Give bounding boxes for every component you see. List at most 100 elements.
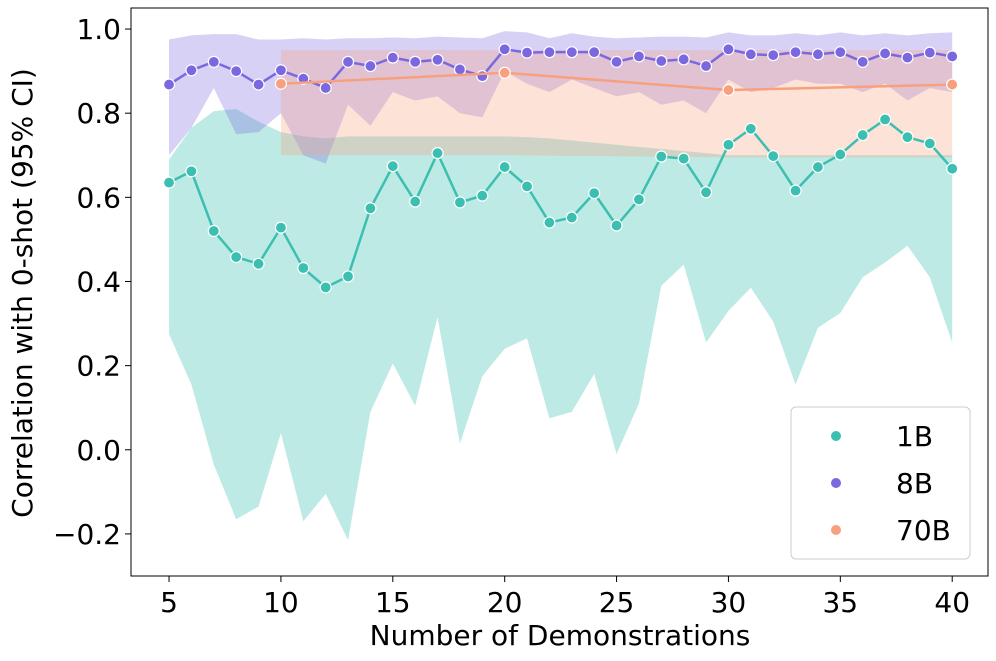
data-point-8b xyxy=(677,53,690,66)
data-point-1b xyxy=(274,221,288,234)
y-tick-label: 0.8 xyxy=(76,97,121,130)
data-point-8b xyxy=(632,50,646,63)
data-point-1b xyxy=(744,122,757,135)
x-tick-label: 15 xyxy=(375,586,411,619)
data-point-8b xyxy=(744,48,757,61)
legend-label-8b: 8B xyxy=(896,467,933,500)
data-point-8b xyxy=(946,50,959,63)
data-point-1b xyxy=(677,152,690,165)
data-point-1b xyxy=(767,150,780,163)
data-point-8b xyxy=(811,48,825,61)
data-point-70b xyxy=(946,78,959,91)
data-point-8b xyxy=(565,46,578,59)
data-point-8b xyxy=(252,78,265,91)
data-point-1b xyxy=(453,196,467,209)
data-point-8b xyxy=(856,55,869,68)
data-point-1b xyxy=(364,202,377,215)
y-tick-label: 0.4 xyxy=(76,265,121,298)
legend-label-70b: 70B xyxy=(896,514,951,547)
data-point-8b xyxy=(341,55,355,68)
data-point-1b xyxy=(162,176,176,189)
legend-label-1b: 1B xyxy=(896,420,933,453)
data-point-8b xyxy=(789,46,802,59)
legend-marker-8b xyxy=(831,478,841,488)
data-point-1b xyxy=(297,261,310,275)
data-point-1b xyxy=(185,165,198,178)
plot-frame xyxy=(130,7,989,577)
data-point-8b xyxy=(453,63,467,76)
data-point-1b xyxy=(588,187,601,200)
data-point-70b xyxy=(274,77,288,90)
x-tick-label: 30 xyxy=(711,586,747,619)
legend-marker-70b xyxy=(831,525,841,535)
data-point-8b xyxy=(520,46,534,59)
y-tick-label: 0.6 xyxy=(76,181,121,214)
data-point-8b xyxy=(207,55,220,68)
data-point-8b xyxy=(878,47,892,60)
data-point-8b xyxy=(162,78,176,91)
data-point-8b xyxy=(498,43,511,56)
x-tick-label: 20 xyxy=(487,586,523,619)
data-point-8b xyxy=(834,46,847,59)
data-point-1b xyxy=(520,180,534,193)
data-point-8b xyxy=(588,46,601,59)
data-point-8b xyxy=(364,59,377,73)
data-point-1b xyxy=(341,270,355,283)
y-tick-label: 1.0 xyxy=(76,13,121,46)
data-point-8b xyxy=(923,46,936,59)
data-point-1b xyxy=(878,113,892,126)
data-point-1b xyxy=(476,189,489,202)
data-point-8b xyxy=(185,64,198,77)
data-point-8b xyxy=(543,46,556,59)
data-point-8b xyxy=(230,65,243,78)
x-tick-label: 25 xyxy=(599,586,635,619)
data-point-8b xyxy=(901,51,914,64)
data-point-1b xyxy=(789,184,802,197)
data-point-1b xyxy=(498,160,511,174)
data-point-8b xyxy=(655,54,668,68)
data-point-8b xyxy=(476,70,489,83)
data-point-8b xyxy=(386,51,399,64)
y-tick-label: 0.2 xyxy=(76,350,121,383)
data-point-1b xyxy=(386,160,399,173)
data-point-1b xyxy=(655,150,668,163)
data-point-8b xyxy=(319,81,332,95)
data-point-1b xyxy=(431,147,444,160)
data-point-1b xyxy=(230,250,243,264)
data-point-70b xyxy=(722,83,735,97)
y-axis-label: Correlation with 0-shot (95% CI) xyxy=(6,68,39,518)
x-axis-label: Number of Demonstrations xyxy=(370,619,751,652)
data-point-1b xyxy=(901,131,914,144)
data-point-1b xyxy=(632,193,646,206)
data-point-70b xyxy=(498,66,511,79)
data-point-1b xyxy=(923,137,936,150)
data-point-1b xyxy=(543,216,556,229)
data-point-1b xyxy=(565,211,578,224)
series-lines xyxy=(162,43,959,294)
data-point-1b xyxy=(610,219,623,232)
data-point-1b xyxy=(252,257,265,270)
y-tick-label: −0.2 xyxy=(53,518,121,551)
data-point-1b xyxy=(834,148,847,161)
x-tick-label: 40 xyxy=(934,586,970,619)
data-point-1b xyxy=(699,186,713,199)
x-tick-label: 35 xyxy=(822,586,858,619)
data-point-1b xyxy=(856,128,869,142)
data-point-1b xyxy=(207,224,220,238)
x-tick-label: 5 xyxy=(160,586,178,619)
data-point-8b xyxy=(274,64,288,77)
axes: 5 10 15 20 25 30 35 40 −0.2 0.0 0.2 0.4 0.6 0.8 1.0 xyxy=(53,7,989,619)
data-point-8b xyxy=(767,49,780,62)
data-point-1b xyxy=(722,138,735,151)
legend: 1B 8B 70B xyxy=(790,406,971,560)
legend-marker-1b xyxy=(831,431,841,441)
confidence-bands xyxy=(169,31,953,541)
data-point-1b xyxy=(811,160,825,174)
ci-band-70b xyxy=(280,50,953,158)
data-point-1b xyxy=(319,281,332,294)
series-line-70b xyxy=(280,71,953,92)
y-tick-label: 0.0 xyxy=(76,434,121,467)
ci-band-1b xyxy=(169,108,953,541)
data-point-8b xyxy=(699,59,713,73)
